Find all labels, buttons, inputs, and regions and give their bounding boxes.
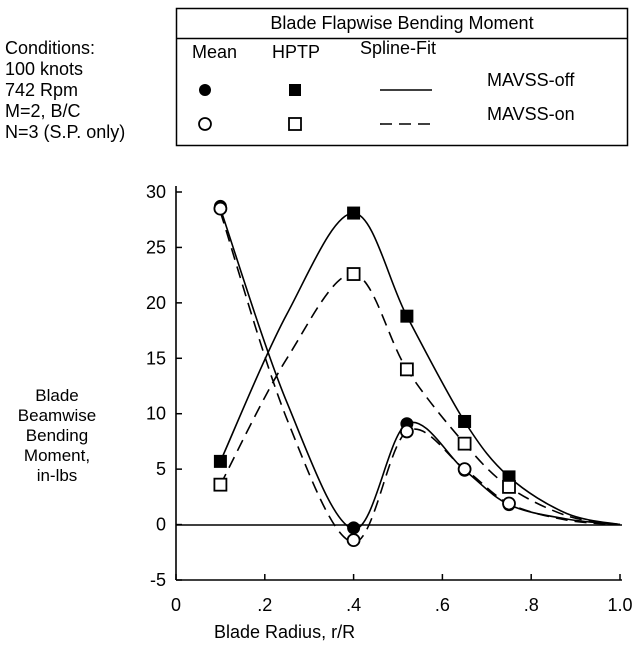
point-hptp-mavss-off [400,309,414,323]
legend-header-spline: Spline-Fit [360,38,437,58]
point-hptp-mavss-on [213,477,228,492]
y-tick-label: 10 [146,404,166,424]
y-tick-label: -5 [150,570,166,590]
legend-symbol-mean-off [199,84,211,96]
x-tick-label: .8 [524,595,539,615]
y-axis-label-line: Blade [35,386,79,405]
x-tick-label: 0 [171,595,181,615]
legend-title: Blade Flapwise Bending Moment [270,13,534,33]
x-tick-label: .4 [346,595,361,615]
legend-symbol-hptp-off [289,84,301,96]
point-mean-mavss-on [457,462,472,477]
spline-fit-hptp-mavss-on [219,273,621,526]
y-tick-label: 15 [146,348,166,368]
conditions-line: Conditions: [5,38,96,58]
legend-row-mavss-on: MAVSS-on [487,104,575,124]
x-tick-label: .6 [435,595,450,615]
x-tick-label: 1.0 [607,595,632,615]
legend-symbol-hptp-on [288,117,302,131]
point-hptp-mavss-off [213,454,227,468]
point-mean-mavss-on [346,533,361,547]
conditions-line: M=2, B/C [5,101,81,121]
y-tick-label: 25 [146,237,166,257]
legend-header-mean: Mean [192,42,238,62]
y-tick-label: 20 [146,293,166,313]
conditions-line: N=3 (S.P. only) [5,122,126,142]
spline-fit-hptp-mavss-off [219,212,621,526]
point-hptp-mavss-off [347,206,361,220]
legend-frame [175,7,629,147]
y-axis-label-line: Moment, [23,446,91,465]
legend-header-hptp: HPTP [272,42,321,62]
point-hptp-mavss-on [399,362,414,377]
y-axis-label-line: in-lbs [36,466,78,485]
conditions-block: Conditions: 100 knots 742 Rpm M=2, B/C N… [5,38,125,143]
y-tick-label: 5 [156,459,166,479]
y-tick-label: 0 [156,515,166,535]
legend-row-mavss-off: MAVSS-off [487,70,575,90]
spline-fit-mean-mavss-on [219,211,621,544]
point-hptp-mavss-on [457,436,472,451]
y-axis-label-line: Beamwise [17,406,97,425]
y-tick-label: 30 [146,182,166,202]
y-axis-label: Blade Beamwise Bending Moment, in-lbs [6,386,108,486]
point-hptp-mavss-off [458,414,472,428]
x-axis-label: Blade Radius, r/R [214,622,356,642]
x-tick-label: .2 [257,595,272,615]
spline-fit-mean-mavss-off [219,208,621,530]
point-mean-mavss-on [213,201,228,216]
point-mean-mavss-on [399,424,414,439]
point-hptp-mavss-on [502,479,516,494]
conditions-line: 742 Rpm [5,80,79,100]
point-hptp-mavss-on [346,267,361,281]
conditions-line: 100 knots [5,59,84,79]
y-axis-label-line: Bending [25,426,89,445]
point-mean-mavss-off [347,521,361,535]
point-mean-mavss-on [502,496,516,511]
legend-symbol-mean-on [198,117,212,131]
